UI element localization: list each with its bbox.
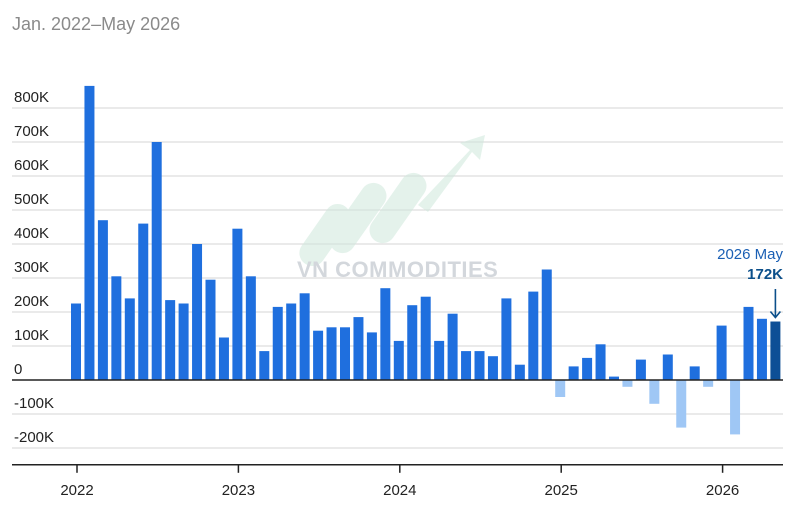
bar xyxy=(366,332,377,380)
bar xyxy=(178,303,189,380)
bar xyxy=(528,291,539,380)
bar xyxy=(218,337,229,380)
bar xyxy=(582,357,593,380)
bar xyxy=(71,303,81,380)
bar xyxy=(138,223,149,380)
y-tick-label: 400K xyxy=(14,225,49,242)
bars xyxy=(71,85,781,435)
bar xyxy=(407,305,418,380)
y-tick-label: 800K xyxy=(14,89,49,106)
bar xyxy=(272,306,283,380)
bar xyxy=(622,380,633,387)
bar xyxy=(689,366,700,380)
x-tick-label: 2023 xyxy=(222,482,255,499)
bar xyxy=(756,318,767,380)
bar xyxy=(595,344,606,380)
bar xyxy=(259,351,270,380)
bar xyxy=(393,340,404,380)
bar xyxy=(232,228,243,380)
bar xyxy=(716,325,727,380)
bar xyxy=(353,317,364,380)
bar xyxy=(649,380,660,404)
bar xyxy=(84,85,95,381)
bar xyxy=(380,288,391,380)
bar xyxy=(514,364,525,380)
y-tick-label: 500K xyxy=(14,191,49,208)
x-tick-label: 2024 xyxy=(383,482,416,499)
bar xyxy=(192,244,203,380)
bar xyxy=(703,380,714,387)
bar xyxy=(447,313,458,380)
axes: 800K 700K 600K 500K 400K 300K 200K 100K 0 -100K -2… xyxy=(12,89,783,499)
x-tick-label: 2022 xyxy=(60,482,93,499)
y-tick-label: -200K xyxy=(14,429,54,446)
watermark: VN COMMODITIES xyxy=(297,135,498,282)
bar xyxy=(609,376,619,380)
x-tick-label: 2025 xyxy=(545,482,578,499)
bar xyxy=(326,327,337,380)
annotation-arrowhead-icon xyxy=(769,311,782,319)
bar xyxy=(286,303,297,380)
bar xyxy=(635,359,646,380)
watermark-logo-icon xyxy=(299,135,485,267)
bar xyxy=(487,356,498,380)
y-tick-label: -100K xyxy=(14,395,54,412)
bar xyxy=(245,276,256,380)
bar xyxy=(770,321,781,380)
bar xyxy=(662,354,673,380)
y-tick-label: 600K xyxy=(14,157,49,174)
bar xyxy=(501,298,512,380)
bar xyxy=(340,327,350,380)
x-tick-label: 2026 xyxy=(706,482,739,499)
bar xyxy=(568,366,579,380)
bar xyxy=(124,298,135,380)
bar xyxy=(313,330,324,380)
bar xyxy=(205,279,216,380)
bar xyxy=(541,269,552,380)
y-tick-label: 700K xyxy=(14,123,49,140)
bar xyxy=(299,293,310,380)
annotation-label: 2026 May xyxy=(717,246,783,263)
bar xyxy=(743,306,754,380)
watermark-text: VN COMMODITIES xyxy=(297,257,498,282)
bar xyxy=(461,351,472,380)
bar xyxy=(555,380,566,397)
bar xyxy=(474,351,485,380)
bar xyxy=(730,380,741,435)
y-tick-label: 100K xyxy=(14,327,49,344)
bar xyxy=(165,300,176,380)
bar xyxy=(434,340,445,380)
bar xyxy=(420,296,431,380)
chart-subtitle: Jan. 2022–May 2026 xyxy=(12,14,181,34)
y-tick-label: 300K xyxy=(14,259,49,276)
annotation: 2026 May 172K xyxy=(717,246,783,319)
bar xyxy=(151,142,162,380)
bar xyxy=(111,276,122,380)
bar xyxy=(676,380,687,428)
y-tick-label: 200K xyxy=(14,293,49,310)
annotation-value: 172K xyxy=(747,266,783,283)
bar xyxy=(97,220,108,380)
y-tick-label: 0 xyxy=(14,361,22,378)
